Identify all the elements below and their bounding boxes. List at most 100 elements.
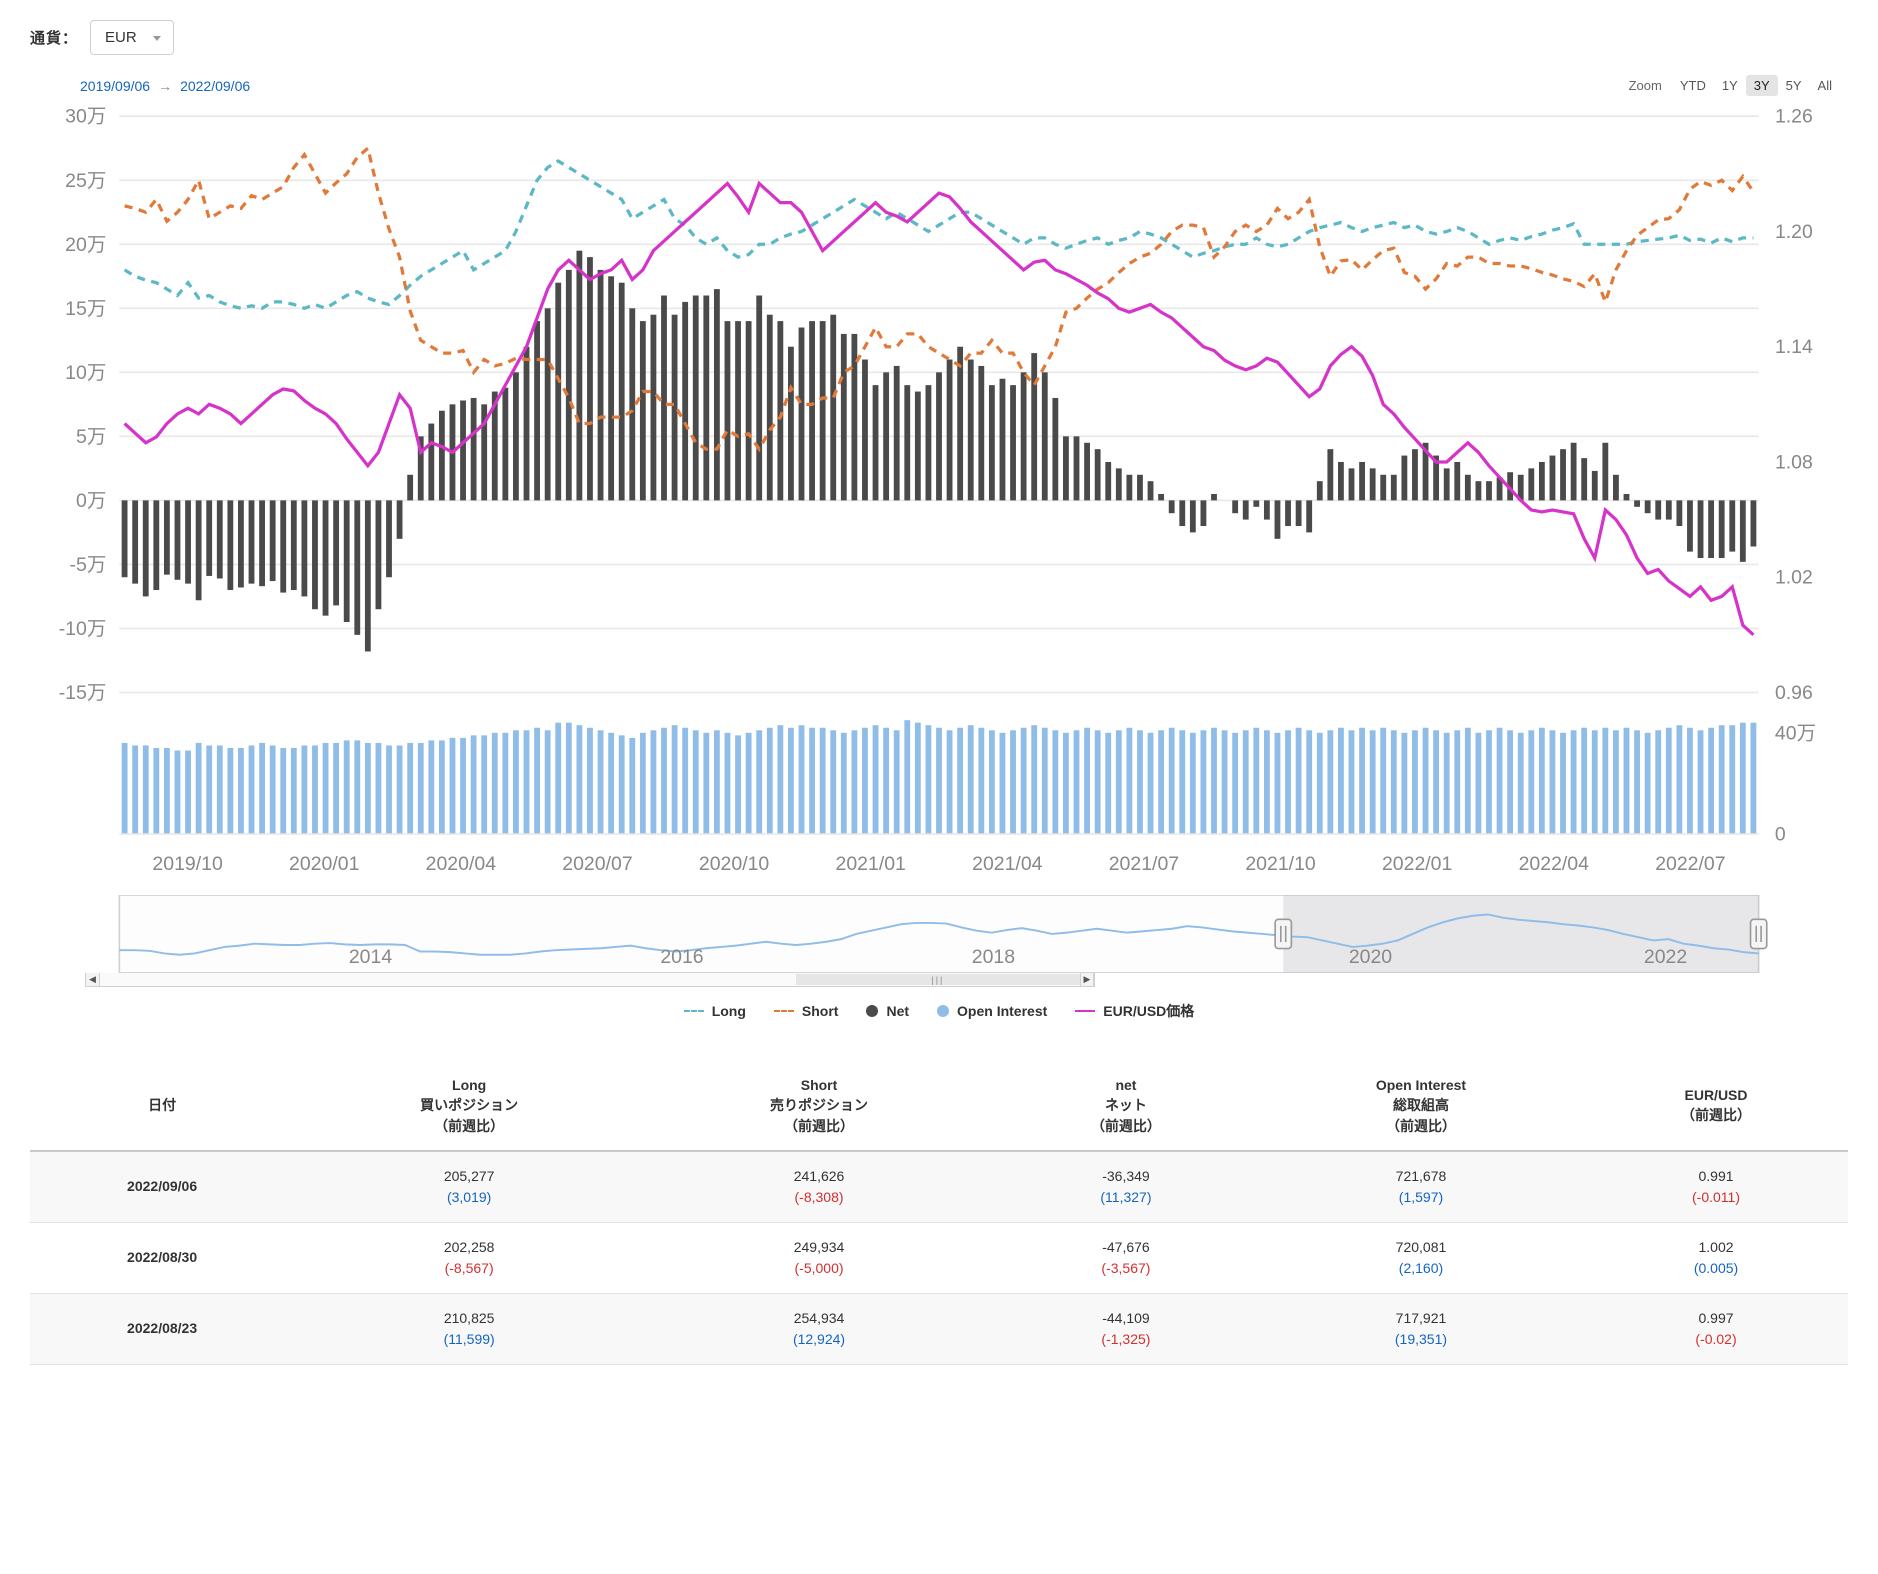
scroll-right-button[interactable]: ▶ [1080, 973, 1094, 986]
svg-text:20万: 20万 [65, 234, 106, 256]
zoom-label: Zoom [1629, 78, 1662, 93]
legend-item[interactable]: EUR/USD価格 [1075, 1001, 1194, 1021]
legend: Long Short Net Open Interest EUR/USD価格 [30, 1001, 1848, 1021]
date-arrow: → [158, 78, 172, 94]
svg-text:2021/04: 2021/04 [972, 852, 1043, 874]
table-row: 2022/08/23210,825(11,599)254,934(12,924)… [30, 1293, 1848, 1364]
svg-text:2022/04: 2022/04 [1519, 852, 1590, 874]
svg-text:0: 0 [1775, 823, 1786, 845]
svg-text:5万: 5万 [76, 426, 106, 448]
currency-selected: EUR [105, 29, 137, 46]
table-cell: 721,678(1,597) [1258, 1151, 1584, 1223]
date-range: 2019/09/06 → 2022/09/06 [80, 78, 250, 94]
table-row: 2022/08/30202,258(-8,567)249,934(-5,000)… [30, 1222, 1848, 1293]
legend-item[interactable]: Short [774, 1003, 839, 1019]
zoom-all-button[interactable]: All [1810, 75, 1840, 96]
svg-text:40万: 40万 [1775, 722, 1816, 744]
zoom-controls: Zoom YTD1Y3Y5YAll [1629, 75, 1840, 96]
svg-text:2020/04: 2020/04 [426, 852, 497, 874]
scroll-left-button[interactable]: ◀ [86, 973, 100, 986]
table-cell: 205,277(3,019) [294, 1151, 644, 1223]
legend-swatch [937, 1005, 949, 1017]
currency-select[interactable]: EUR [90, 20, 174, 55]
svg-text:10万: 10万 [65, 362, 106, 384]
data-table: 日付 Long 買いポジション （前週比） Short 売りポジション （前週比… [30, 1061, 1848, 1365]
main-chart: -15万-10万-5万0万5万10万15万20万25万30万0.961.021.… [30, 100, 1848, 701]
legend-label: Short [802, 1003, 839, 1019]
zoom-5y-button[interactable]: 5Y [1778, 75, 1810, 96]
legend-label: Open Interest [957, 1003, 1047, 1019]
legend-item[interactable]: Long [684, 1003, 746, 1019]
table-cell: 210,825(11,599) [294, 1293, 644, 1364]
svg-text:2022/01: 2022/01 [1382, 852, 1452, 874]
svg-text:2020/01: 2020/01 [289, 852, 359, 874]
navigator-scrollbar[interactable]: ◀ ||| ▶ [85, 973, 1095, 987]
svg-text:2018: 2018 [972, 946, 1015, 968]
svg-text:0.96: 0.96 [1775, 682, 1813, 701]
svg-text:2014: 2014 [349, 946, 392, 968]
table-cell: 241,626(-8,308) [644, 1151, 994, 1223]
svg-text:2019/10: 2019/10 [152, 852, 223, 874]
legend-item[interactable]: Open Interest [937, 1003, 1047, 1019]
legend-label: EUR/USD価格 [1103, 1001, 1194, 1021]
th-long: Long 買いポジション （前週比） [294, 1061, 644, 1151]
legend-swatch [866, 1005, 878, 1017]
svg-text:2020/07: 2020/07 [562, 852, 632, 874]
svg-text:2016: 2016 [660, 946, 703, 968]
th-net: net ネット （前週比） [994, 1061, 1258, 1151]
date-to[interactable]: 2022/09/06 [180, 78, 250, 94]
zoom-ytd-button[interactable]: YTD [1672, 75, 1714, 96]
svg-text:2020: 2020 [1349, 946, 1392, 968]
oi-chart: 40万 0 2019/10 2020/01 2020/04 2020/07 2020/10 2… [30, 701, 1848, 880]
table-cell: 1.002(0.005) [1584, 1222, 1848, 1293]
svg-text:-5万: -5万 [70, 554, 107, 576]
table-cell: 202,258(-8,567) [294, 1222, 644, 1293]
svg-text:0万: 0万 [76, 490, 106, 512]
svg-text:-15万: -15万 [59, 682, 107, 701]
table-cell-date: 2022/09/06 [30, 1151, 294, 1223]
svg-text:25万: 25万 [65, 170, 106, 192]
table-cell: -44,109(-1,325) [994, 1293, 1258, 1364]
table-cell: 720,081(2,160) [1258, 1222, 1584, 1293]
th-date: 日付 [30, 1061, 294, 1151]
svg-text:1.26: 1.26 [1775, 106, 1813, 128]
svg-text:2021/07: 2021/07 [1109, 852, 1179, 874]
svg-text:2022/07: 2022/07 [1655, 852, 1725, 874]
navigator-chart[interactable]: 2014 2016 2018 2020 2022 ◀ ||| ▶ [30, 895, 1848, 987]
svg-text:2021/01: 2021/01 [836, 852, 906, 874]
table-cell-date: 2022/08/23 [30, 1293, 294, 1364]
table-cell: 717,921(19,351) [1258, 1293, 1584, 1364]
legend-item[interactable]: Net [866, 1003, 909, 1019]
currency-label: 通貨： [30, 27, 78, 48]
th-oi: Open Interest 総取組高 （前週比） [1258, 1061, 1584, 1151]
svg-text:15万: 15万 [65, 298, 106, 320]
svg-text:1.08: 1.08 [1775, 451, 1813, 473]
zoom-1y-button[interactable]: 1Y [1714, 75, 1746, 96]
legend-swatch [684, 1010, 704, 1012]
th-short: Short 売りポジション （前週比） [644, 1061, 994, 1151]
svg-text:2021/10: 2021/10 [1245, 852, 1316, 874]
legend-swatch [774, 1010, 794, 1012]
th-price: EUR/USD （前週比） [1584, 1061, 1848, 1151]
svg-text:1.02: 1.02 [1775, 567, 1813, 589]
svg-text:-10万: -10万 [59, 618, 107, 640]
table-cell: 254,934(12,924) [644, 1293, 994, 1364]
legend-label: Long [712, 1003, 746, 1019]
currency-selector-row: 通貨： EUR [30, 20, 1848, 55]
svg-text:2022: 2022 [1644, 946, 1687, 968]
scroll-thumb[interactable]: ||| [796, 974, 1080, 985]
table-row: 2022/09/06205,277(3,019)241,626(-8,308)-… [30, 1151, 1848, 1223]
chart-header: 2019/09/06 → 2022/09/06 Zoom YTD1Y3Y5YAl… [30, 75, 1848, 100]
legend-swatch [1075, 1010, 1095, 1012]
zoom-3y-button[interactable]: 3Y [1746, 75, 1778, 96]
table-cell-date: 2022/08/30 [30, 1222, 294, 1293]
svg-text:2020/10: 2020/10 [699, 852, 770, 874]
table-header-row: 日付 Long 買いポジション （前週比） Short 売りポジション （前週比… [30, 1061, 1848, 1151]
scroll-track[interactable]: ||| [100, 973, 1080, 986]
table-cell: -47,676(-3,567) [994, 1222, 1258, 1293]
svg-text:1.20: 1.20 [1775, 221, 1813, 243]
table-cell: 0.991(-0.011) [1584, 1151, 1848, 1223]
legend-label: Net [886, 1003, 909, 1019]
date-from[interactable]: 2019/09/06 [80, 78, 150, 94]
table-cell: -36,349(11,327) [994, 1151, 1258, 1223]
